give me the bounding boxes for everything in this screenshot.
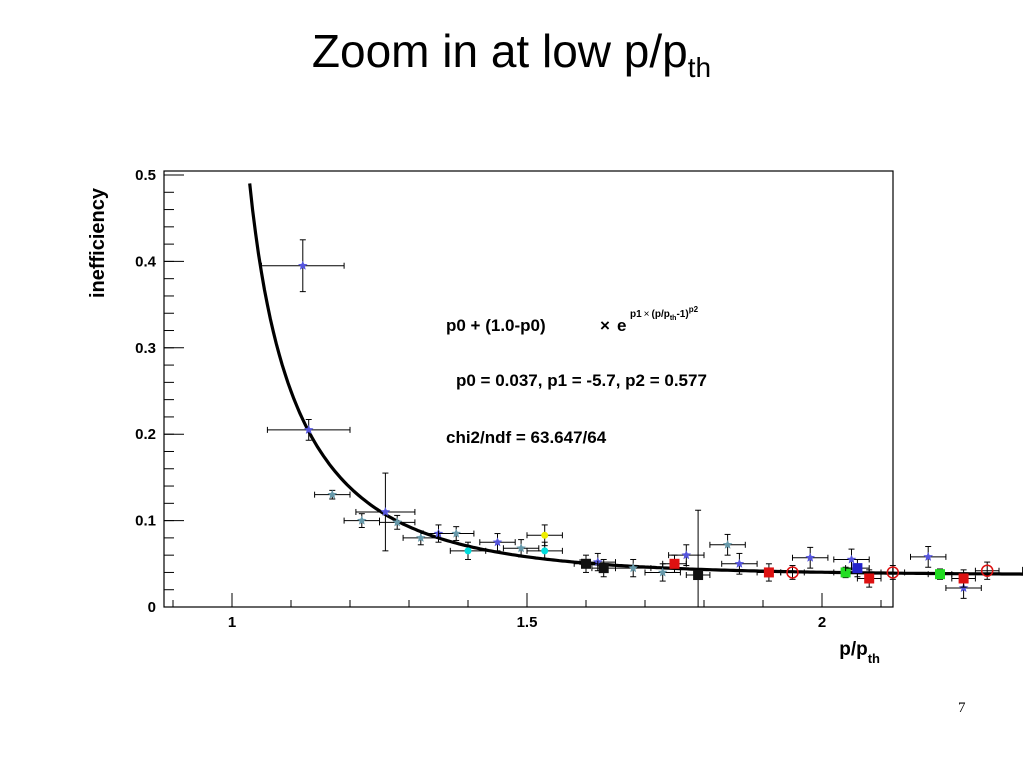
slide-title-sub: th [687, 52, 712, 84]
star-marker [923, 551, 933, 561]
formula-base: e [617, 316, 626, 335]
star-marker [357, 515, 367, 525]
star-marker [628, 563, 638, 573]
square-marker [840, 567, 851, 578]
y-tick-label: 0.1 [135, 513, 156, 530]
circle-marker [541, 531, 549, 539]
star-marker [846, 554, 857, 564]
star-marker [303, 424, 314, 434]
square-marker [958, 573, 969, 584]
y-tick-label: 0.5 [135, 167, 156, 184]
data-point [449, 541, 487, 560]
data-point [662, 554, 687, 573]
slide-title-main: Zoom in at low p/p [311, 25, 688, 77]
x-axis-label-sub: th [868, 651, 880, 666]
square-marker [693, 570, 704, 581]
data-point [721, 552, 758, 575]
data-point [685, 509, 711, 607]
x-tick-label: 2 [818, 614, 826, 631]
exp-b: (p/p [652, 309, 670, 320]
square-marker [864, 573, 875, 584]
star-marker [681, 550, 692, 560]
page-number: 7 [958, 700, 966, 716]
open-circle-marker [786, 566, 799, 579]
open-circle-marker [886, 566, 900, 579]
star-marker [392, 517, 402, 527]
data-point [792, 546, 829, 569]
star-marker [734, 558, 745, 568]
data-point [355, 472, 416, 552]
slide-title: Zoom in at low p/pth [0, 24, 1023, 84]
formula-lead: p0 + (1.0-p0) [446, 316, 546, 335]
data-point [974, 561, 1000, 580]
data-point [709, 533, 746, 556]
star-marker [380, 507, 391, 516]
exp-c: -1) [676, 309, 688, 320]
fit-params: p0 = 0.037, p1 = -5.7, p2 = 0.577 [456, 371, 707, 390]
fit-curve-group [248, 183, 1023, 576]
y-tick-label: 0.3 [135, 340, 156, 357]
circle-marker [464, 547, 472, 555]
data-point [910, 546, 947, 568]
y-tick-label: 0.2 [135, 426, 156, 443]
star-marker [657, 567, 668, 577]
data-point [573, 554, 599, 573]
data-point [502, 539, 540, 558]
exp-times: × [644, 309, 650, 320]
star-marker [416, 532, 426, 542]
square-marker [581, 558, 591, 569]
data-point [479, 533, 516, 552]
fit-curve [248, 183, 1023, 576]
data-point [927, 568, 953, 580]
square-marker [763, 567, 774, 578]
formula-times: × [600, 316, 610, 335]
open-circle-marker [980, 564, 994, 577]
data-point [438, 526, 475, 541]
plot-frame [163, 170, 894, 608]
axes: 11.522.5300.10.20.30.40.5 [135, 167, 882, 631]
x-tick-label: 1 [228, 614, 236, 631]
fit-chi2: chi2/ndf = 63.647/64 [446, 428, 607, 447]
data-point [379, 514, 416, 530]
square-marker [935, 569, 945, 580]
x-tick-label: 1.5 [517, 614, 538, 631]
star-marker [516, 543, 526, 553]
star-marker [722, 539, 733, 549]
exp-pow: p2 [689, 305, 699, 314]
circle-marker [541, 547, 549, 555]
x-axis-label-main: p/p [839, 639, 868, 660]
y-axis-label: inefficiency [87, 187, 109, 298]
square-marker [669, 558, 680, 569]
formula-exponent: p1 × (p/pth-1)p2 [630, 305, 699, 322]
data-point [526, 524, 563, 547]
data-point [951, 569, 976, 588]
square-marker [598, 563, 609, 574]
star-marker [298, 260, 308, 270]
data-point [880, 565, 906, 580]
data-point [526, 541, 563, 560]
fit-formula: p0 + (1.0-p0) × e p1 × (p/pth-1)p2 [446, 305, 699, 335]
data-point [591, 558, 616, 578]
data-point [266, 419, 351, 441]
y-tick-label: 0.4 [135, 253, 157, 270]
square-marker [852, 563, 863, 574]
star-marker [451, 528, 461, 538]
exp-sub: th [670, 315, 677, 322]
data-point [261, 239, 345, 293]
data-point [314, 489, 351, 500]
exp-a: p1 [630, 309, 642, 320]
data-point [845, 558, 870, 578]
star-marker [492, 537, 503, 547]
star-marker [805, 552, 815, 562]
y-tick-label: 0 [148, 599, 156, 616]
x-axis-label: p/pth [839, 639, 880, 666]
star-marker [327, 489, 338, 499]
data-point [780, 565, 805, 580]
